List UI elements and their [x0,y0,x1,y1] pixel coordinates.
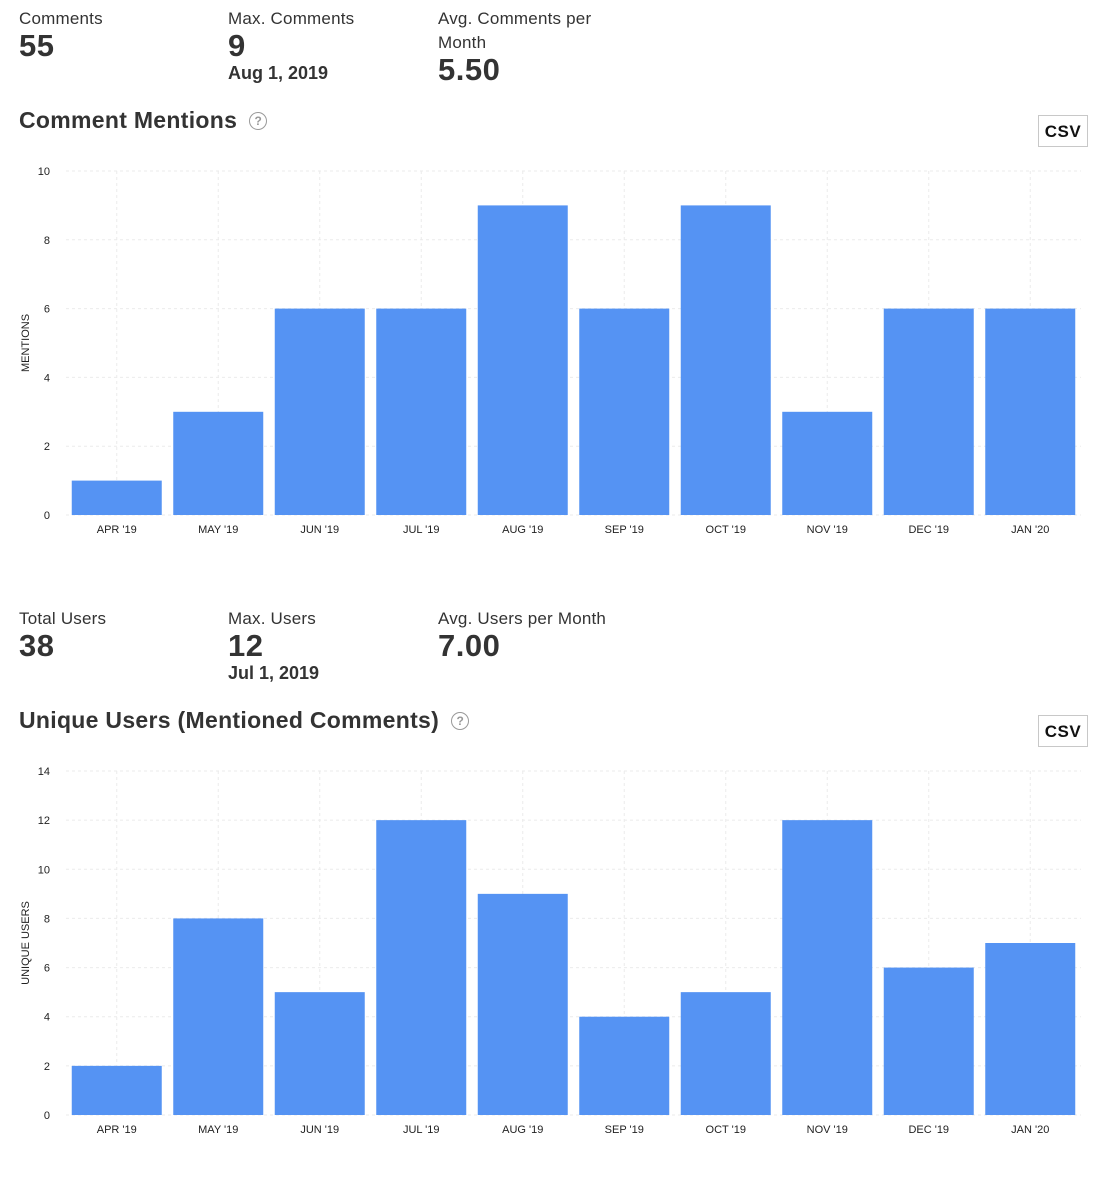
y-tick-label: 6 [44,304,50,316]
stat-value: 55 [19,28,55,63]
x-tick-label: SEP '19 [605,1124,644,1136]
bar [782,411,873,515]
stat-value: 38 [19,628,55,663]
stat-value: 12 [228,628,264,663]
x-tick-label: JUN '19 [300,1124,339,1136]
stat-label: Max. Users [228,609,316,628]
chart-header: Comment Mentions ? [19,107,268,134]
x-tick-label: NOV '19 [807,1124,848,1136]
x-tick-label: DEC '19 [908,524,949,536]
x-tick-label: DEC '19 [908,1124,949,1136]
bar [477,205,568,515]
bar [477,893,568,1115]
bar [579,308,670,515]
stat-comments: Comments 55 [19,7,103,61]
y-tick-label: 0 [44,1110,50,1122]
y-axis-label: MENTIONS [20,314,32,372]
x-tick-label: MAY '19 [198,1124,238,1136]
x-tick-label: NOV '19 [807,524,848,536]
bar [173,918,264,1115]
stat-label: Total Users [19,609,107,628]
stat-value: 7.00 [438,628,501,663]
bar [985,943,1076,1115]
x-tick-label: JUL '19 [403,1124,440,1136]
y-tick-label: 0 [44,510,50,522]
stat-max-comments: Max. Comments 9 Aug 1, 2019 [228,7,354,85]
stat-label: Comments [19,9,103,28]
bar [883,967,974,1115]
y-tick-label: 6 [44,963,50,975]
bar [71,480,162,515]
chart-header: Unique Users (Mentioned Comments) ? [19,707,470,734]
stat-max-users: Max. Users 12 Jul 1, 2019 [228,607,319,685]
stat-avg-comments: Avg. Comments per Month 5.50 [438,7,623,85]
y-tick-label: 8 [44,235,50,247]
x-tick-label: MAY '19 [198,524,238,536]
y-tick-label: 10 [38,864,50,876]
x-tick-label: OCT '19 [706,524,746,536]
y-axis-label: UNIQUE USERS [20,901,32,985]
bar [376,820,467,1115]
x-tick-label: JUL '19 [403,524,440,536]
stat-label: Avg. Users per Month [438,609,607,628]
bar [274,992,365,1115]
x-tick-label: AUG '19 [502,524,543,536]
bar [274,308,365,515]
question-circle-icon[interactable]: ? [249,111,268,130]
x-tick-label: AUG '19 [502,1124,543,1136]
stat-value: 9 [228,28,246,63]
stat-avg-users: Avg. Users per Month 7.00 [438,607,698,661]
y-tick-label: 10 [38,166,50,178]
chart-title: Unique Users (Mentioned Comments) [19,707,440,733]
chart-title: Comment Mentions [19,107,238,133]
x-tick-label: JAN '20 [1011,524,1049,536]
csv-download-button[interactable]: CSV [1038,715,1088,747]
bar [71,1065,162,1115]
y-tick-label: 4 [44,372,50,384]
bar [985,308,1076,515]
stat-label: Avg. Comments per Month [438,9,592,52]
y-tick-label: 8 [44,913,50,925]
comment-mentions-chart: 0 2 4 6 8 10 APR '19 MAY '19 JUN '19 JUL '19 AUG '… [20,166,1081,536]
y-tick-label: 12 [38,815,50,827]
stat-label: Max. Comments [228,9,355,28]
bar [376,308,467,515]
bar [782,820,873,1115]
stat-date: Aug 1, 2019 [228,63,329,83]
x-tick-label: JAN '20 [1011,1124,1049,1136]
bar [680,992,771,1115]
bar [579,1016,670,1115]
bar [173,411,264,515]
bar [883,308,974,515]
bar [680,205,771,515]
question-circle-icon[interactable]: ? [451,711,470,730]
x-tick-label: JUN '19 [300,524,339,536]
y-tick-label: 4 [44,1012,50,1024]
x-tick-label: APR '19 [97,524,137,536]
x-tick-label: APR '19 [97,1124,137,1136]
stat-date: Jul 1, 2019 [228,663,320,683]
y-tick-label: 2 [44,1061,50,1073]
x-tick-label: OCT '19 [706,1124,746,1136]
y-tick-label: 2 [44,441,50,453]
unique-users-chart: 0 2 4 6 8 10 12 14 APR '19 MAY '19 JUN '19 JUL '19 A… [20,766,1081,1136]
stat-total-users: Total Users 38 [19,607,106,661]
stat-value: 5.50 [438,52,501,87]
x-tick-label: SEP '19 [605,524,644,536]
y-tick-label: 14 [38,766,50,778]
csv-download-button[interactable]: CSV [1038,115,1088,147]
